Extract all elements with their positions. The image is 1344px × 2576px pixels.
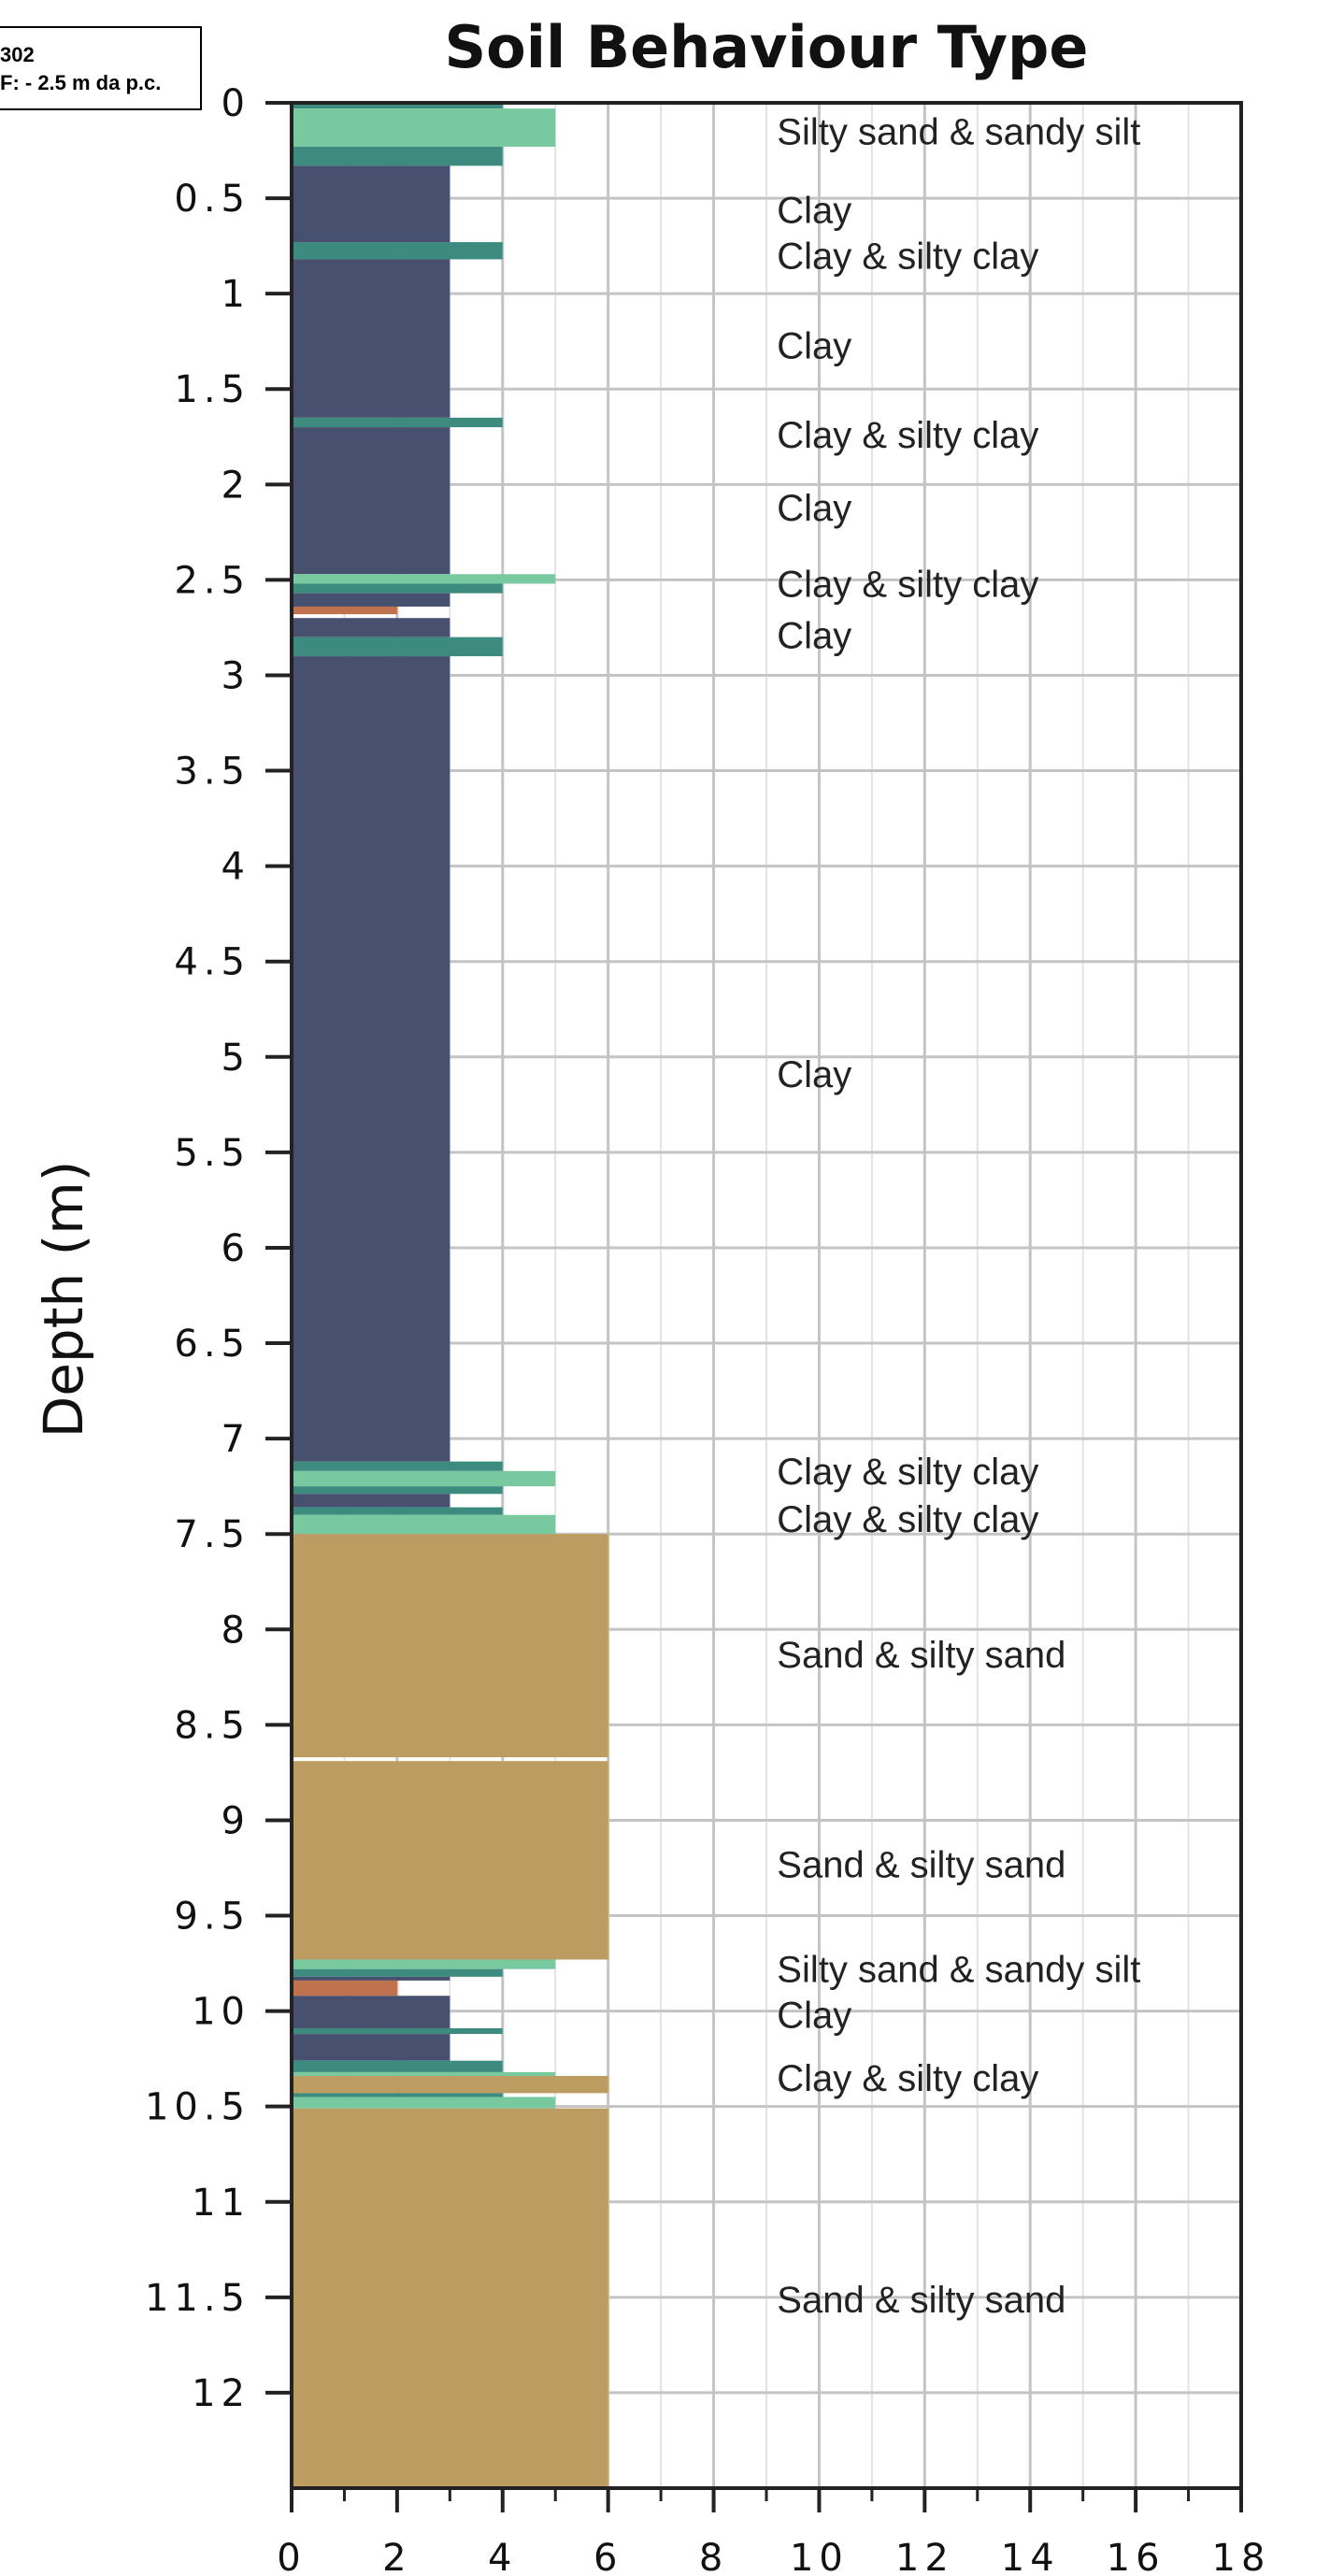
sbt-bar: [292, 242, 503, 260]
y-tick-label: 0: [222, 82, 250, 125]
y-tick-label: 7: [222, 1418, 250, 1461]
x-tick-label: 2: [382, 2537, 411, 2576]
sbt-bar: [292, 2027, 503, 2035]
y-tick-label: 8: [222, 1609, 250, 1652]
sbt-bar: [292, 165, 450, 243]
x-tick-label: 10: [790, 2537, 849, 2576]
sbt-bar: [292, 1980, 397, 1996]
sounding-info-box: 302 F: - 2.5 m da p.c.: [0, 26, 202, 110]
y-tick-label: 10: [192, 1991, 250, 2034]
y-tick-label: 2.5: [174, 559, 250, 602]
y-tick-label: 5.5: [174, 1132, 250, 1175]
sbt-bar: [292, 2076, 608, 2094]
x-tick-label: 18: [1212, 2537, 1271, 2576]
x-tick-label: 0: [277, 2537, 306, 2576]
sbt-bar: [292, 1534, 608, 1758]
y-tick-label: 6: [222, 1227, 250, 1270]
sbt-bar: [292, 583, 503, 594]
layer-label: Sand & silty sand: [777, 1844, 1065, 1885]
y-tick-label: 9.5: [174, 1896, 250, 1939]
y-tick-label: 9: [222, 1799, 250, 1842]
groundwater-level-label: F: - 2.5 m da p.c.: [0, 71, 162, 94]
y-axis-label: Depth (m): [32, 1161, 95, 1438]
sbt-bar: [292, 259, 450, 418]
sbt-bar: [292, 606, 397, 615]
x-tick-label: 14: [1001, 2537, 1060, 2576]
y-tick-label: 4: [222, 846, 250, 889]
layer-label: Silty sand & sandy silt: [777, 112, 1140, 153]
y-tick-label: 3: [222, 654, 250, 697]
sbt-bar: [292, 146, 503, 166]
layer-label: Sand & silty sand: [777, 1635, 1065, 1676]
sbt-bar: [292, 2034, 450, 2061]
y-tick-label: 1.5: [174, 368, 250, 411]
sbt-bar: [292, 1976, 450, 1981]
layer-label: Sand & silty sand: [777, 2280, 1065, 2321]
sbt-bar: [292, 618, 450, 637]
y-tick-label: 11: [192, 2182, 250, 2225]
chart-title: Soil Behaviour Type: [445, 13, 1089, 81]
y-tick-label: 1: [222, 273, 250, 316]
sbt-bar: [292, 108, 556, 147]
x-tick-label: 16: [1107, 2537, 1165, 2576]
y-tick-label: 12: [192, 2372, 250, 2415]
sbt-bar: [292, 2093, 503, 2097]
layer-label: Clay: [777, 325, 851, 366]
sbt-bar: [292, 1996, 450, 2028]
y-tick-label: 7.5: [174, 1513, 250, 1556]
sbt-bar: [292, 1968, 503, 1977]
sbt-bar: [292, 1761, 608, 1960]
layer-label: Clay: [777, 1054, 851, 1095]
sbt-bar: [292, 656, 450, 1462]
sbt-bar: [292, 2060, 503, 2072]
layer-label: Silty sand & sandy silt: [777, 1950, 1140, 1991]
sbt-bar: [292, 1514, 556, 1535]
layer-label: Clay & silty clay: [777, 1499, 1038, 1540]
layer-label: Clay & silty clay: [777, 2058, 1038, 2099]
y-tick-label: 11.5: [145, 2277, 250, 2320]
sbt-bar: [292, 427, 450, 575]
sbt-bar: [292, 593, 450, 607]
y-tick-label: 3.5: [174, 751, 250, 794]
y-tick-label: 5: [222, 1037, 250, 1080]
layer-label: Clay: [777, 190, 851, 231]
layer-label: Clay & silty clay: [777, 564, 1038, 605]
sbt-bar: [292, 1486, 503, 1495]
y-tick-label: 10.5: [145, 2086, 250, 2129]
sbt-bar: [292, 2097, 556, 2109]
layer-label: Clay & silty clay: [777, 415, 1038, 456]
sbt-bar: [292, 1959, 556, 1969]
sbt-bar: [292, 2071, 556, 2077]
layer-label: Clay & silty clay: [777, 1452, 1038, 1493]
sbt-bar: [292, 1461, 503, 1471]
sbt-bar: [292, 1470, 556, 1487]
sbt-bar: [292, 2108, 608, 2488]
sbt-bar: [292, 103, 503, 109]
x-tick-label: 6: [593, 2537, 622, 2576]
sbt-bar: [292, 1494, 450, 1508]
layer-label: Clay & silty clay: [777, 236, 1038, 277]
x-tick-label: 4: [488, 2537, 517, 2576]
sbt-bar: [292, 574, 556, 584]
layer-label: Clay: [777, 616, 851, 657]
x-tick-label: 8: [699, 2537, 728, 2576]
sounding-id-label: 302: [0, 43, 35, 66]
layer-label: Clay: [777, 488, 851, 529]
sbt-bar: [292, 417, 503, 428]
layer-label: Clay: [777, 1996, 851, 2037]
y-tick-label: 4.5: [174, 941, 250, 984]
y-tick-label: 0.5: [174, 178, 250, 221]
sbt-bar: [292, 637, 503, 657]
sbt-bar: [292, 1507, 503, 1515]
y-tick-label: 8.5: [174, 1704, 250, 1747]
y-tick-label: 2: [222, 464, 250, 507]
x-tick-label: 12: [895, 2537, 954, 2576]
y-tick-label: 6.5: [174, 1323, 250, 1366]
